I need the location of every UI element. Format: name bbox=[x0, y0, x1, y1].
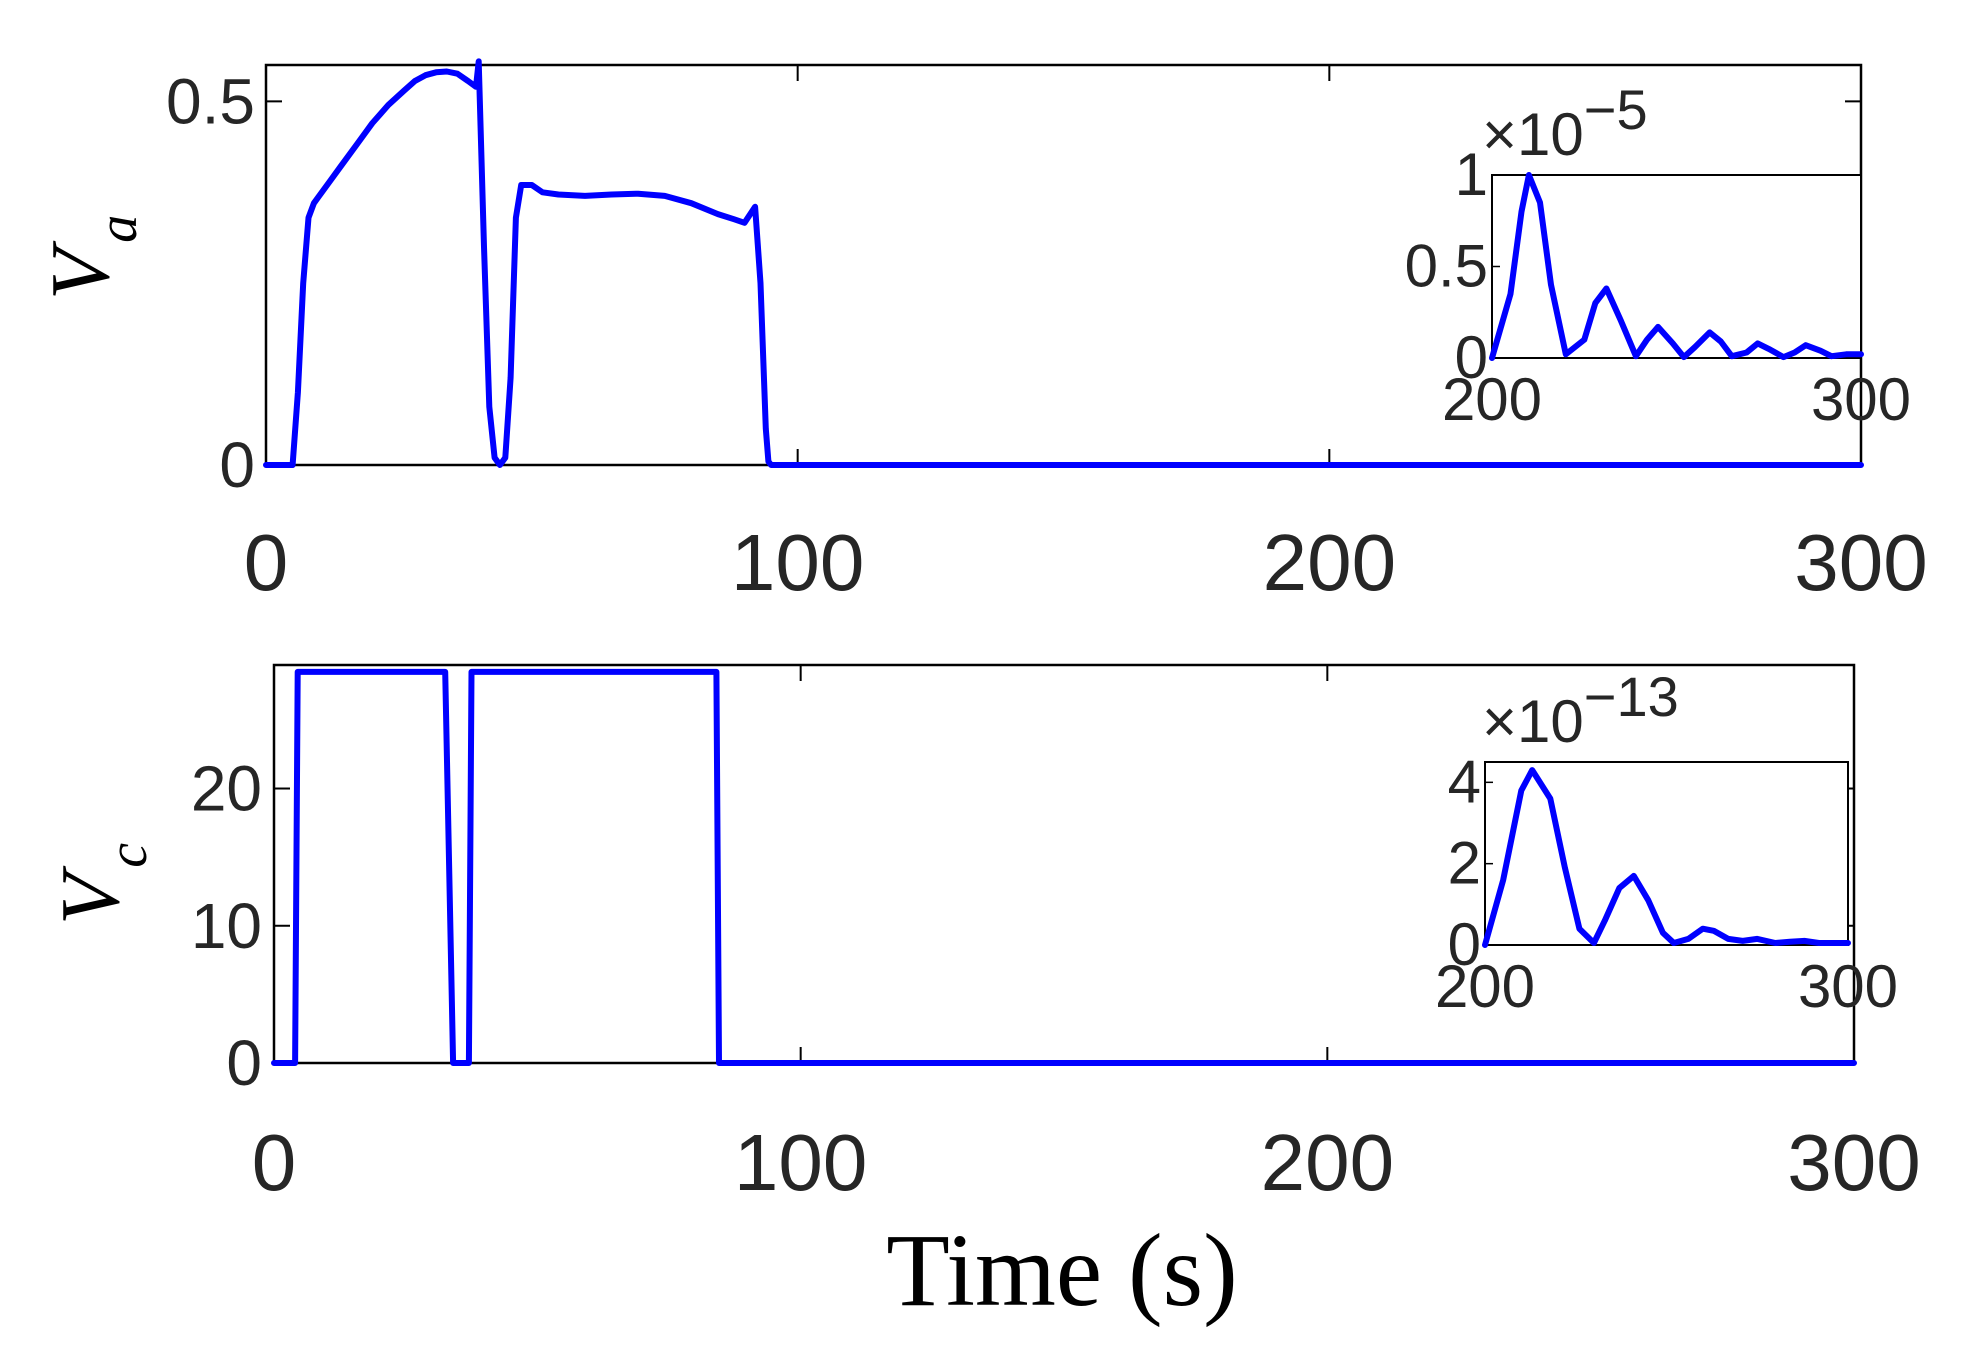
x-tick-label: 100 bbox=[731, 518, 864, 607]
top-y-axis-label: Va bbox=[34, 215, 149, 300]
top-inset-exponent: ×10−5 bbox=[1482, 78, 1648, 168]
y-tick-label: 20 bbox=[191, 753, 262, 825]
inset-y-tick-label: 0 bbox=[1448, 911, 1481, 978]
bottom-inset-exponent: ×10−13 bbox=[1482, 665, 1679, 755]
x-tick-label: 0 bbox=[244, 518, 289, 607]
bottom-inset-ticks: 200 300 0 2 4 bbox=[1435, 748, 1898, 1020]
inset-y-tick-label: 0.5 bbox=[1405, 233, 1488, 300]
top-inset-series-line bbox=[1489, 172, 1864, 361]
top-inset-plot-area bbox=[1491, 174, 1862, 359]
top-inset-ticks: 200 300 0 0.5 1 bbox=[1405, 141, 1911, 433]
y-tick-label: 0.5 bbox=[166, 65, 255, 137]
bottom-inset: 200 300 0 2 4 ×10−13 bbox=[1435, 665, 1898, 1020]
top-chart-panel: 0 100 200 300 0 0.5 Va 200 300 0 0.5 1 ×10−5 bbox=[34, 58, 1928, 607]
top-series-line bbox=[263, 58, 1864, 468]
inset-y-tick-label: 4 bbox=[1448, 748, 1481, 815]
top-inset: 200 300 0 0.5 1 ×10−5 bbox=[1405, 78, 1911, 433]
y-tick-label: 0 bbox=[226, 1027, 262, 1099]
bottom-series-line bbox=[271, 668, 1857, 1066]
x-tick-label: 100 bbox=[734, 1118, 867, 1207]
inset-y-tick-label: 0 bbox=[1455, 324, 1488, 391]
x-axis-label: Time (s) bbox=[886, 1213, 1238, 1328]
inset-x-tick-label: 200 bbox=[1442, 366, 1542, 433]
inset-x-tick-label: 300 bbox=[1798, 953, 1898, 1020]
x-tick-label: 300 bbox=[1794, 518, 1927, 607]
bottom-chart-panel: 0 100 200 300 0 10 20 Vc Time (s) 200 300 0 2 4 ×1… bbox=[44, 663, 1921, 1328]
y-tick-label: 0 bbox=[219, 429, 255, 501]
inset-y-tick-label: 2 bbox=[1448, 830, 1481, 897]
bottom-inset-series-line bbox=[1482, 767, 1851, 948]
x-tick-label: 200 bbox=[1263, 518, 1396, 607]
x-tick-label: 200 bbox=[1261, 1118, 1394, 1207]
inset-x-tick-label: 300 bbox=[1811, 366, 1911, 433]
inset-y-tick-label: 1 bbox=[1455, 141, 1488, 208]
x-tick-label: 300 bbox=[1787, 1118, 1920, 1207]
top-axis-ticks: 0 100 200 300 0 0.5 bbox=[166, 65, 1928, 607]
inset-x-tick-label: 200 bbox=[1435, 953, 1535, 1020]
bottom-y-axis-label: Vc bbox=[44, 843, 159, 925]
y-tick-label: 10 bbox=[191, 890, 262, 962]
x-tick-label: 0 bbox=[252, 1118, 297, 1207]
bottom-inset-plot-area bbox=[1484, 761, 1849, 946]
